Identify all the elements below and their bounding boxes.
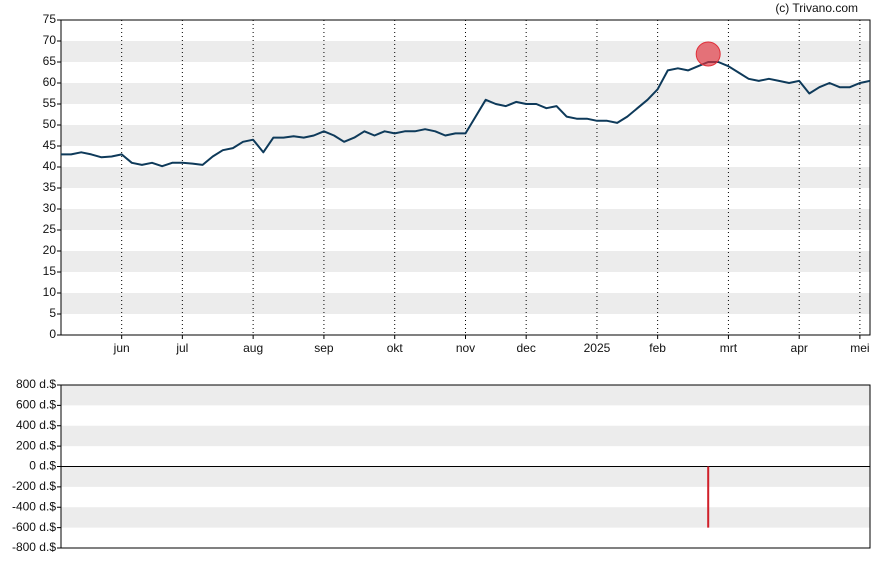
y-tick-label: 75 <box>43 12 57 26</box>
y-tick-label: 35 <box>43 180 57 194</box>
grid-band <box>61 293 870 314</box>
x-tick-label: 2025 <box>584 341 611 355</box>
plot-frame <box>60 384 871 549</box>
grid-band <box>61 507 870 528</box>
y-tick-label: 5 <box>49 306 56 320</box>
x-tick-label: sep <box>314 341 334 355</box>
x-tick-label: apr <box>791 341 808 355</box>
y-tick-label: 20 <box>43 243 57 257</box>
grid-band <box>61 83 870 104</box>
x-tick-label: feb <box>649 341 666 355</box>
x-tick-label: jun <box>113 341 130 355</box>
price-line <box>61 61 871 168</box>
y-tick-label: 800 d.$ <box>16 377 56 391</box>
y-tick-label: 30 <box>43 201 57 215</box>
y-tick-label: 15 <box>43 264 57 278</box>
x-tick-label: okt <box>387 341 404 355</box>
y-tick-label: 600 d.$ <box>16 398 56 412</box>
y-tick-label: 70 <box>43 33 57 47</box>
y-tick-label: 40 <box>43 159 57 173</box>
x-tick-label: dec <box>516 341 535 355</box>
x-tick-label: jul <box>175 341 188 355</box>
event-marker <box>695 41 721 67</box>
y-tick-label: 55 <box>43 96 57 110</box>
x-tick-label: mei <box>850 341 869 355</box>
grid-band <box>61 125 870 146</box>
x-tick-label: aug <box>243 341 263 355</box>
y-tick-label: 45 <box>43 138 57 152</box>
bar <box>707 466 710 528</box>
y-tick-label: 25 <box>43 222 57 236</box>
y-tick-label: 50 <box>43 117 57 131</box>
grid-band <box>61 466 870 487</box>
y-tick-label: 0 <box>49 327 56 341</box>
grid-band <box>61 251 870 272</box>
grid-band <box>61 425 870 447</box>
grid-band <box>61 385 870 406</box>
y-tick-label: 200 d.$ <box>16 438 56 452</box>
x-tick-label: nov <box>456 341 475 355</box>
y-tick-label: -800 d.$ <box>12 540 56 554</box>
y-tick-label: 400 d.$ <box>16 418 56 432</box>
grid-band <box>61 167 870 188</box>
y-tick-label: 60 <box>43 75 57 89</box>
grid-band <box>61 209 870 230</box>
y-tick-label: 65 <box>43 54 57 68</box>
y-tick-label: -400 d.$ <box>12 499 56 513</box>
y-tick-label: -600 d.$ <box>12 520 56 534</box>
credit: (c) Trivano.com <box>775 1 858 15</box>
y-tick-label: 10 <box>43 285 57 299</box>
y-tick-label: 0 d.$ <box>29 459 56 473</box>
y-tick-label: -200 d.$ <box>12 479 56 493</box>
x-tick-label: mrt <box>720 341 738 355</box>
grid-band <box>61 41 870 62</box>
